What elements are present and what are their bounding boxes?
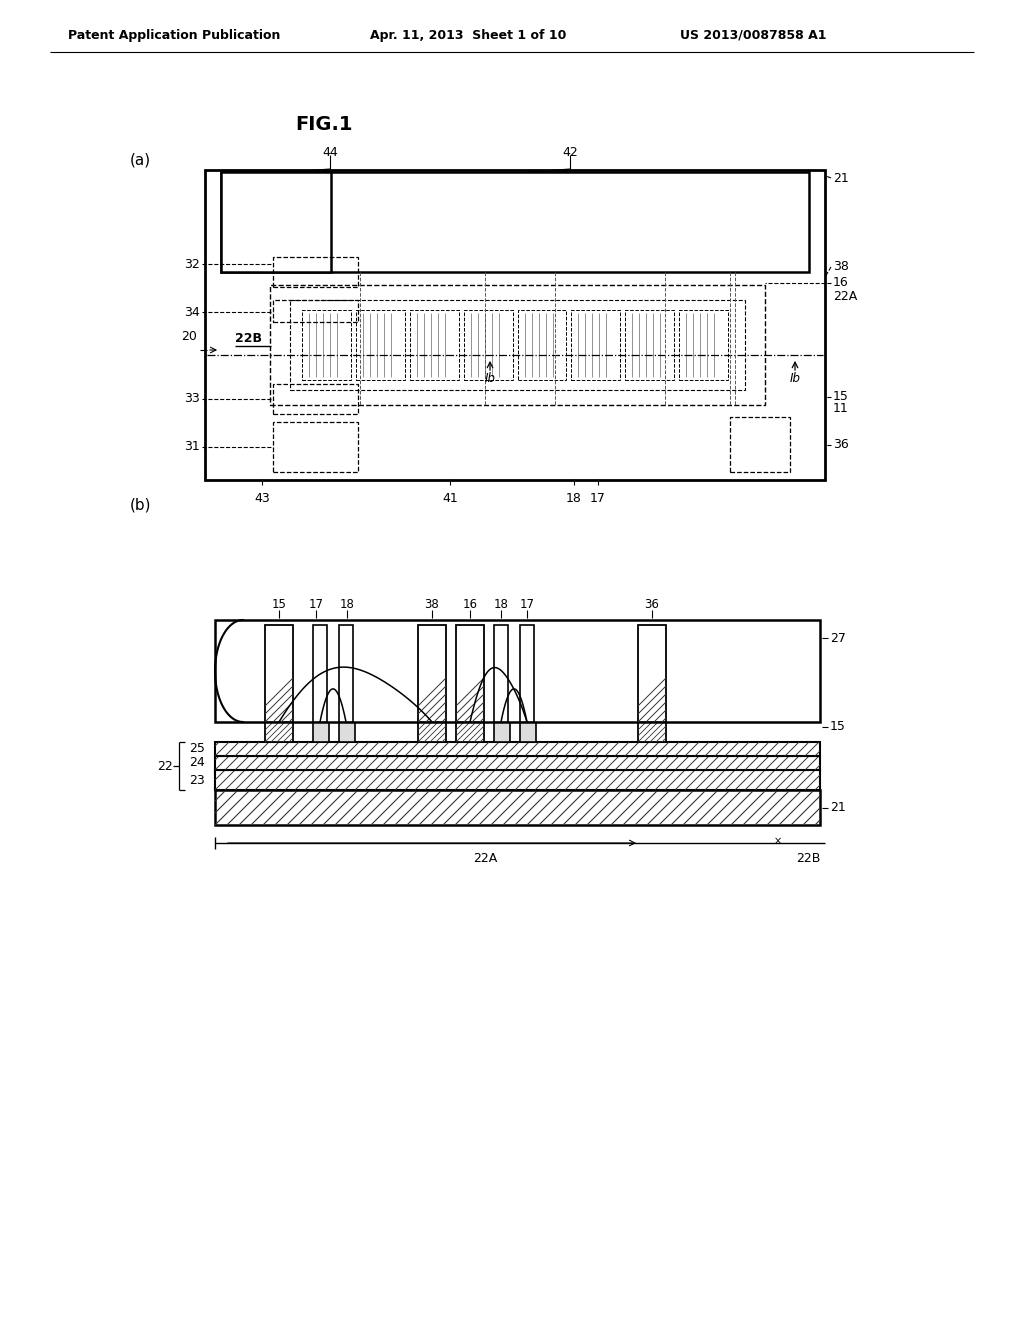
Text: 18: 18 <box>340 598 354 610</box>
Text: FIG.1: FIG.1 <box>295 116 352 135</box>
Text: 15: 15 <box>271 598 287 610</box>
Text: 22B: 22B <box>234 333 262 346</box>
Bar <box>205 170 825 480</box>
Bar <box>273 257 358 286</box>
Text: 11: 11 <box>833 403 849 416</box>
Bar <box>456 722 484 742</box>
Text: 18: 18 <box>566 491 582 504</box>
Bar <box>313 722 329 742</box>
Bar <box>571 310 621 380</box>
Text: 31: 31 <box>184 441 200 454</box>
Bar <box>494 624 508 722</box>
Text: ×: × <box>774 836 782 846</box>
Bar <box>302 310 351 380</box>
Bar <box>215 620 820 722</box>
Text: 17: 17 <box>519 598 535 610</box>
Text: 43: 43 <box>254 491 270 504</box>
Text: Apr. 11, 2013  Sheet 1 of 10: Apr. 11, 2013 Sheet 1 of 10 <box>370 29 566 41</box>
Bar <box>494 722 510 742</box>
Text: 22: 22 <box>158 759 173 772</box>
Bar <box>313 624 327 722</box>
Bar <box>464 310 512 380</box>
Text: 32: 32 <box>184 257 200 271</box>
Text: 21: 21 <box>830 801 846 814</box>
Bar <box>265 624 293 722</box>
Text: 16: 16 <box>463 598 477 610</box>
Bar <box>290 300 745 389</box>
Text: 23: 23 <box>189 774 205 787</box>
Text: 18: 18 <box>494 598 509 610</box>
Bar <box>418 722 446 742</box>
Bar <box>265 722 293 742</box>
Bar <box>221 172 331 272</box>
Bar <box>520 624 534 722</box>
Bar <box>418 624 446 722</box>
Text: 24: 24 <box>189 756 205 770</box>
Text: 42: 42 <box>562 145 578 158</box>
Text: 17: 17 <box>590 491 606 504</box>
Text: 22B: 22B <box>796 853 820 866</box>
Text: 38: 38 <box>833 260 849 273</box>
Text: 22A: 22A <box>473 853 498 866</box>
Bar <box>215 770 820 789</box>
Bar <box>273 422 358 473</box>
Text: 27: 27 <box>830 631 846 644</box>
Text: 41: 41 <box>442 491 458 504</box>
Bar <box>730 417 790 473</box>
Text: 44: 44 <box>323 145 338 158</box>
Text: 22A: 22A <box>833 289 857 302</box>
Bar <box>356 310 404 380</box>
Bar <box>679 310 728 380</box>
Bar <box>638 722 666 742</box>
Bar <box>215 756 820 770</box>
Text: 16: 16 <box>833 276 849 289</box>
Bar <box>273 300 358 322</box>
Bar <box>638 624 666 722</box>
Bar <box>626 310 674 380</box>
Text: 38: 38 <box>425 598 439 610</box>
Bar <box>520 722 536 742</box>
Text: Ib: Ib <box>484 372 496 385</box>
Text: US 2013/0087858 A1: US 2013/0087858 A1 <box>680 29 826 41</box>
Bar <box>221 172 809 272</box>
Text: 17: 17 <box>308 598 324 610</box>
Bar <box>339 722 355 742</box>
Text: 34: 34 <box>184 305 200 318</box>
Bar <box>410 310 459 380</box>
Text: 15: 15 <box>830 721 846 734</box>
Text: 25: 25 <box>189 742 205 755</box>
Text: 21: 21 <box>833 172 849 185</box>
Bar <box>273 384 358 414</box>
Bar <box>270 285 765 405</box>
Text: 15: 15 <box>833 391 849 404</box>
Bar <box>517 310 566 380</box>
Text: 36: 36 <box>644 598 659 610</box>
Bar <box>215 742 820 756</box>
Text: Ib: Ib <box>790 372 801 385</box>
Text: 33: 33 <box>184 392 200 405</box>
Text: Patent Application Publication: Patent Application Publication <box>68 29 281 41</box>
Bar <box>339 624 353 722</box>
Text: (a): (a) <box>130 153 152 168</box>
Text: 20: 20 <box>181 330 197 343</box>
Bar <box>215 789 820 825</box>
Text: (b): (b) <box>130 498 152 512</box>
Bar <box>456 624 484 722</box>
Text: 36: 36 <box>833 438 849 451</box>
